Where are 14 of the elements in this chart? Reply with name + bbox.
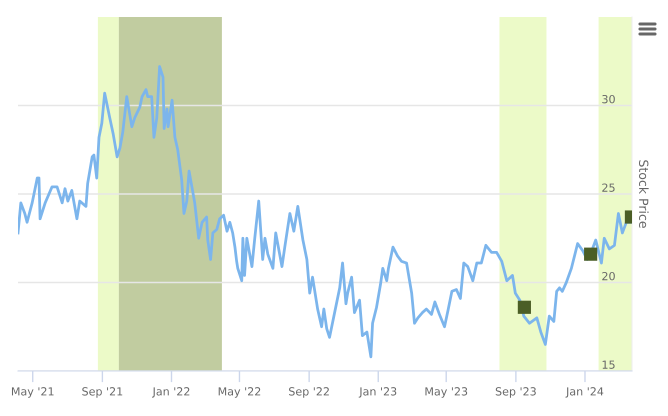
x-tick-label: Jan '22	[152, 387, 190, 398]
x-tick-label: Jan '24	[565, 387, 604, 398]
x-tick-label: May '23	[425, 387, 468, 398]
y-axis-title: Stock Price	[638, 160, 649, 228]
y-tick-label: 20	[602, 272, 615, 280]
y-tick-label: 25	[602, 183, 615, 192]
x-tick-label: Sep '22	[289, 387, 329, 398]
x-tick-label: May '22	[218, 387, 260, 398]
x-tick-label: Jan '23	[358, 387, 396, 398]
x-tick-label: Sep '21	[82, 387, 122, 398]
y-tick-label: 15	[602, 360, 615, 369]
x-tick-label: Sep '23	[496, 387, 536, 398]
x-tick-label: May '21	[12, 387, 54, 398]
y-tick-label: 30	[602, 94, 615, 104]
